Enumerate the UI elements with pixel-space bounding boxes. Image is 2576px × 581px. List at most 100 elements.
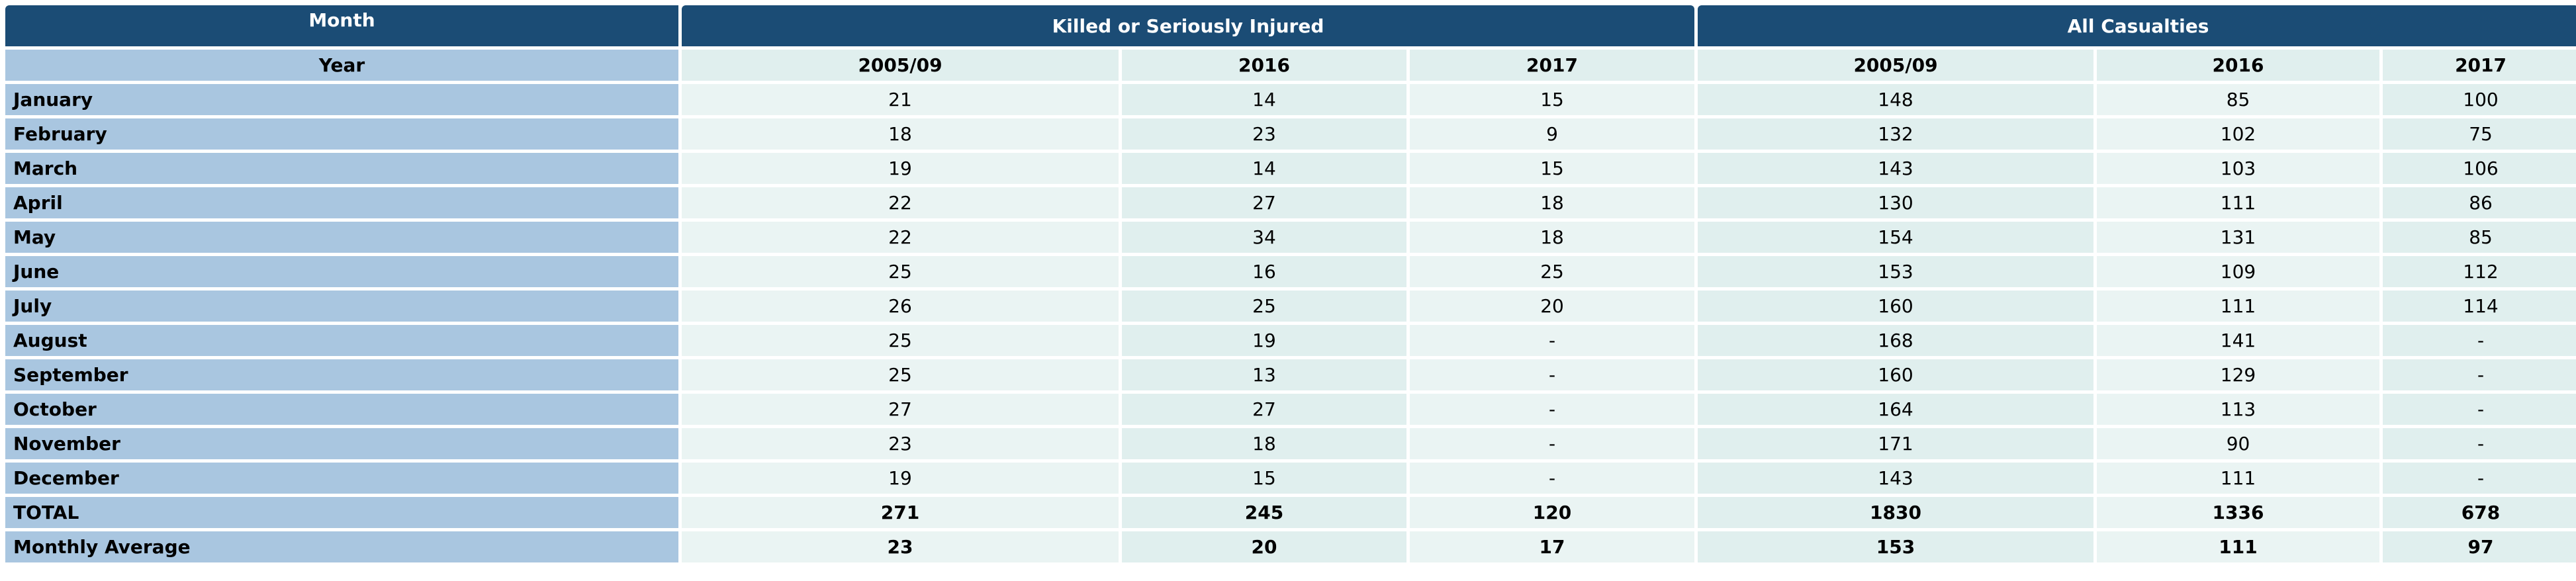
table-cell: 143 bbox=[1698, 153, 2094, 184]
header-row-groups: Month Killed or Seriously Injured All Ca… bbox=[5, 5, 2576, 46]
table-cell: 18 bbox=[682, 118, 1119, 150]
table-cell: 160 bbox=[1698, 359, 2094, 390]
table-cell: - bbox=[2383, 325, 2576, 356]
table-cell: 113 bbox=[2097, 394, 2380, 425]
table-cell: 18 bbox=[1122, 428, 1406, 459]
table-cell: 14 bbox=[1122, 84, 1406, 115]
table-cell: 131 bbox=[2097, 222, 2380, 253]
row-label: July bbox=[5, 290, 678, 322]
table-cell: 27 bbox=[682, 394, 1119, 425]
table-cell: 148 bbox=[1698, 84, 2094, 115]
table-cell: 18 bbox=[1410, 222, 1695, 253]
table-cell: 1336 bbox=[2097, 497, 2380, 528]
group-header-ksi: Killed or Seriously Injured bbox=[682, 5, 1695, 46]
table-cell: 678 bbox=[2383, 497, 2576, 528]
table-cell: 19 bbox=[1122, 325, 1406, 356]
table-cell: - bbox=[2383, 359, 2576, 390]
table-cell: 1830 bbox=[1698, 497, 2094, 528]
table-cell: - bbox=[2383, 428, 2576, 459]
table-cell: 25 bbox=[682, 256, 1119, 287]
table-cell: 21 bbox=[682, 84, 1119, 115]
year-col-header: 2016 bbox=[1122, 50, 1406, 81]
year-col-header: 2016 bbox=[2097, 50, 2380, 81]
table-cell: 23 bbox=[1122, 118, 1406, 150]
table-row: February 18 23 9 132 102 75 bbox=[5, 118, 2576, 150]
table-cell: 168 bbox=[1698, 325, 2094, 356]
group-header-all-casualties: All Casualties bbox=[1698, 5, 2576, 46]
row-label: April bbox=[5, 187, 678, 218]
table-cell: 103 bbox=[2097, 153, 2380, 184]
row-label: November bbox=[5, 428, 678, 459]
table-row: May 22 34 18 154 131 85 bbox=[5, 222, 2576, 253]
table-cell: 90 bbox=[2097, 428, 2380, 459]
table-cell: 129 bbox=[2097, 359, 2380, 390]
table-cell: 114 bbox=[2383, 290, 2576, 322]
table-cell: 97 bbox=[2383, 531, 2576, 562]
table-cell: 153 bbox=[1698, 531, 2094, 562]
casualties-table: Month Killed or Seriously Injured All Ca… bbox=[2, 2, 2576, 566]
row-label: May bbox=[5, 222, 678, 253]
table-cell: - bbox=[1410, 463, 1695, 494]
table-cell: 141 bbox=[2097, 325, 2380, 356]
table-row: December 19 15-143 111- bbox=[5, 463, 2576, 494]
table-cell: 25 bbox=[1122, 290, 1406, 322]
table-cell: 26 bbox=[682, 290, 1119, 322]
header-row-years: Year 2005/09 2016 2017 2005/09 2016 2017 bbox=[5, 50, 2576, 81]
table-cell: - bbox=[2383, 394, 2576, 425]
table-cell: 20 bbox=[1410, 290, 1695, 322]
table-cell: - bbox=[1410, 394, 1695, 425]
table-cell: - bbox=[1410, 325, 1695, 356]
table-row: October 27 27-164 113- bbox=[5, 394, 2576, 425]
year-col-header: 2017 bbox=[1410, 50, 1695, 81]
row-label: September bbox=[5, 359, 678, 390]
table-row: July 26 25 20 160 111 114 bbox=[5, 290, 2576, 322]
row-label: March bbox=[5, 153, 678, 184]
table-cell: 85 bbox=[2097, 84, 2380, 115]
table-cell: 111 bbox=[2097, 531, 2380, 562]
table-cell: 15 bbox=[1410, 84, 1695, 115]
table-cell: 160 bbox=[1698, 290, 2094, 322]
table-cell: 85 bbox=[2383, 222, 2576, 253]
table-cell: 14 bbox=[1122, 153, 1406, 184]
table-cell: 19 bbox=[682, 463, 1119, 494]
table-cell: 154 bbox=[1698, 222, 2094, 253]
table-row: January 21 14 15 148 85 100 bbox=[5, 84, 2576, 115]
table-row: June 25 16 25 153 109 112 bbox=[5, 256, 2576, 287]
table-cell: 9 bbox=[1410, 118, 1695, 150]
table-cell: 112 bbox=[2383, 256, 2576, 287]
row-label: October bbox=[5, 394, 678, 425]
table-cell: 164 bbox=[1698, 394, 2094, 425]
table-cell: 15 bbox=[1410, 153, 1695, 184]
table-cell: 20 bbox=[1122, 531, 1406, 562]
table-cell: 27 bbox=[1122, 394, 1406, 425]
table-cell: 271 bbox=[682, 497, 1119, 528]
table-cell: 25 bbox=[682, 359, 1119, 390]
table-cell: 111 bbox=[2097, 290, 2380, 322]
table-cell: 130 bbox=[1698, 187, 2094, 218]
table-row: September 25 13-160 129- bbox=[5, 359, 2576, 390]
table-cell: 25 bbox=[1410, 256, 1695, 287]
total-row: TOTAL 271 245 120 1830 1336 678 bbox=[5, 497, 2576, 528]
table-row: April 22 27 18 130 111 86 bbox=[5, 187, 2576, 218]
row-label: December bbox=[5, 463, 678, 494]
table-cell: 18 bbox=[1410, 187, 1695, 218]
table-cell: - bbox=[1410, 359, 1695, 390]
table-cell: - bbox=[1410, 428, 1695, 459]
row-label: January bbox=[5, 84, 678, 115]
table-row: November 23 18-171 90- bbox=[5, 428, 2576, 459]
row-label: February bbox=[5, 118, 678, 150]
table-body: January 21 14 15 148 85 100 February 18 23 9 132 102… bbox=[5, 84, 2576, 562]
table-cell: 22 bbox=[682, 187, 1119, 218]
table-cell: 143 bbox=[1698, 463, 2094, 494]
table-cell: 22 bbox=[682, 222, 1119, 253]
table-cell: 86 bbox=[2383, 187, 2576, 218]
table-cell: 153 bbox=[1698, 256, 2094, 287]
year-col-header: 2017 bbox=[2383, 50, 2576, 81]
table-cell: 19 bbox=[682, 153, 1119, 184]
table-cell: 27 bbox=[1122, 187, 1406, 218]
table-cell: - bbox=[2383, 463, 2576, 494]
table-cell: 109 bbox=[2097, 256, 2380, 287]
table-cell: 34 bbox=[1122, 222, 1406, 253]
table-cell: 171 bbox=[1698, 428, 2094, 459]
month-header: Month bbox=[5, 5, 678, 46]
